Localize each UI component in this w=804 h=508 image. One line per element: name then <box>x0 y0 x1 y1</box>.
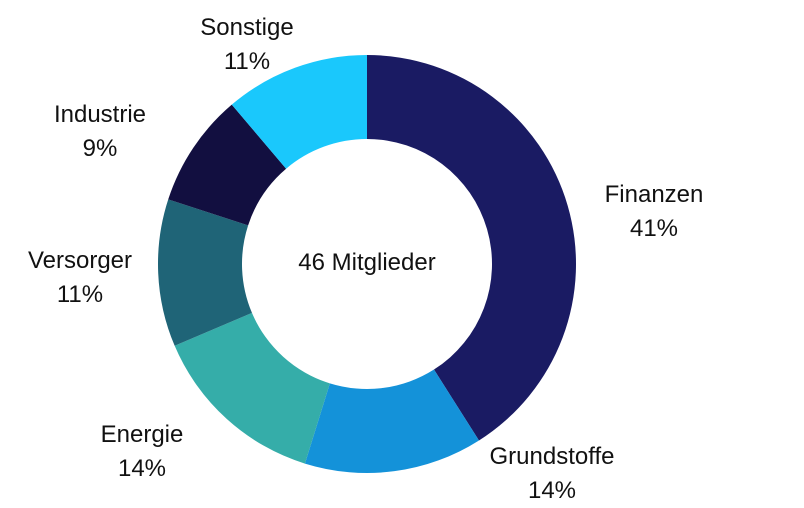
slice-grundstoffe <box>304 369 479 473</box>
label-industrie-name: Industrie <box>53 101 147 128</box>
label-grundstoffe-name: Grundstoffe <box>489 443 615 470</box>
label-energie: Energie 14% <box>101 418 184 486</box>
label-sonstige-pct: 11% <box>223 48 271 75</box>
label-finanzen: Finanzen 41% <box>605 178 704 246</box>
label-sonstige-name: Sonstige <box>200 14 294 41</box>
label-grundstoffe: Grundstoffe 14% <box>490 440 615 508</box>
label-versorger: Versorger 11% <box>28 244 132 312</box>
donut-slices <box>157 54 576 473</box>
slice-versorger <box>157 199 252 346</box>
label-grundstoffe-pct: 14% <box>527 477 577 504</box>
label-sonstige: Sonstige 11% <box>200 11 293 79</box>
slice-sonstige <box>231 54 367 169</box>
label-industrie-pct: 9% <box>82 135 118 162</box>
slice-finanzen <box>367 55 576 441</box>
label-finanzen-name: Finanzen <box>604 181 704 208</box>
label-energie-name: Energie <box>100 421 184 448</box>
label-versorger-name: Versorger <box>27 247 133 274</box>
label-industrie: Industrie 9% <box>54 98 146 166</box>
slice-industrie <box>168 104 287 226</box>
label-energie-pct: 14% <box>117 455 167 482</box>
slice-energie <box>174 312 330 464</box>
label-versorger-pct: 11% <box>56 281 104 308</box>
center-total-label: 46 Mitglieder <box>298 249 436 276</box>
label-finanzen-pct: 41% <box>629 215 679 242</box>
